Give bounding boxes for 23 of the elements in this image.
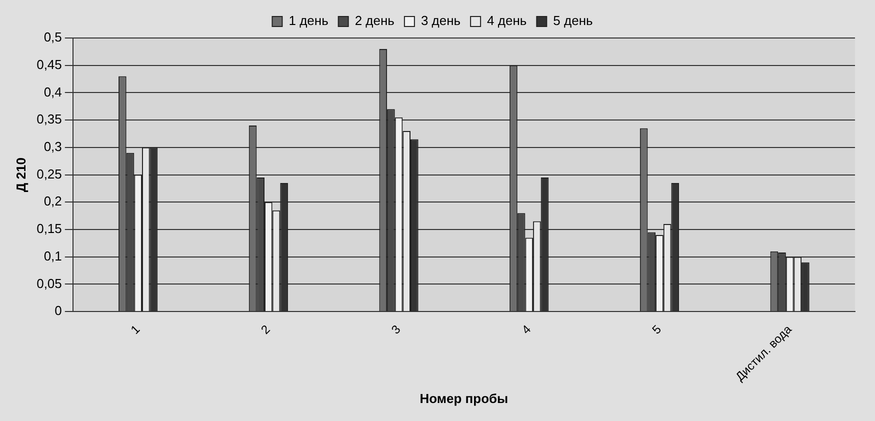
y-tick-label: 0,35 [36, 112, 62, 127]
x-tick-label: 3 [388, 322, 404, 337]
x-tick-label: 2 [258, 322, 274, 337]
y-tick-label: 0,25 [36, 166, 62, 182]
legend-label: 1 день [288, 13, 329, 28]
y-tick-label: 0,05 [36, 276, 62, 291]
legend-label: 3 день [420, 13, 461, 28]
y-axis-title: Д 210 [13, 158, 28, 192]
x-tick-label: 5 [649, 322, 664, 337]
x-axis-title: Номер пробы [420, 390, 508, 406]
y-tick-label: 0,1 [44, 248, 62, 264]
y-tick-label: 0 [54, 303, 62, 318]
legend-label: 4 день [487, 13, 527, 28]
y-tick-label: 0,45 [36, 56, 62, 72]
y-tick-label: 0,3 [44, 139, 62, 154]
x-tick-label: 1 [128, 322, 143, 337]
x-tick-label: 4 [518, 322, 534, 337]
y-tick-label: 0,4 [44, 84, 62, 100]
y-tick-label: 0,2 [44, 194, 62, 209]
legend-label: 5 день [553, 13, 593, 28]
y-tick-label: 0,5 [44, 30, 62, 45]
legend-label: 2 день [354, 13, 395, 28]
y-tick-label: 0,15 [36, 221, 62, 236]
